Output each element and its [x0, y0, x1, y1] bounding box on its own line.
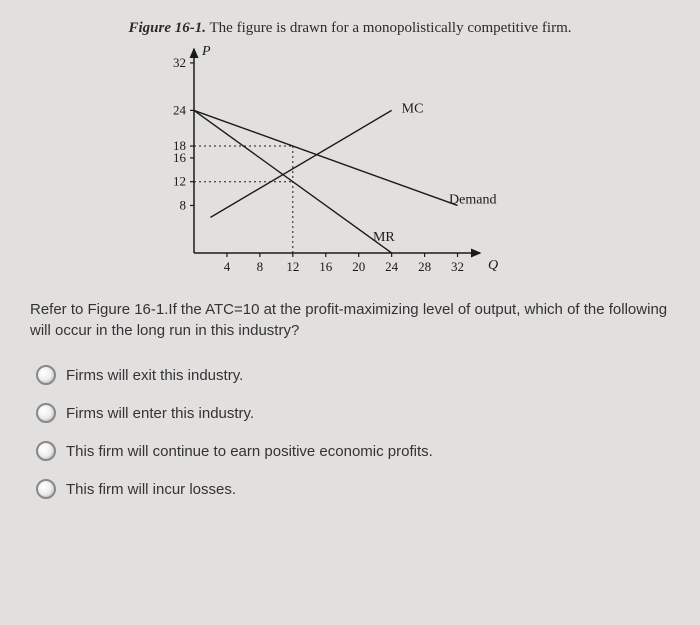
radio-icon[interactable] [36, 441, 56, 461]
option-label: This firm will incur losses. [66, 481, 236, 498]
radio-icon[interactable] [36, 365, 56, 385]
option-3[interactable]: This firm will incur losses. [36, 479, 670, 499]
svg-text:16: 16 [319, 259, 333, 274]
svg-text:12: 12 [286, 259, 299, 274]
option-label: This firm will continue to earn positive… [66, 443, 433, 460]
options-group: Firms will exit this industry. Firms will… [30, 365, 670, 499]
option-1[interactable]: Firms will enter this industry. [36, 403, 670, 423]
svg-text:24: 24 [385, 259, 399, 274]
svg-text:32: 32 [451, 259, 464, 274]
svg-text:P: P [201, 44, 211, 59]
svg-text:20: 20 [352, 259, 365, 274]
svg-text:4: 4 [224, 259, 231, 274]
svg-text:Demand: Demand [449, 193, 496, 208]
figure-number: Figure 16-1. [129, 20, 207, 36]
option-label: Firms will exit this industry. [66, 367, 243, 384]
svg-text:8: 8 [180, 197, 187, 212]
svg-text:32: 32 [173, 55, 186, 70]
svg-text:28: 28 [418, 259, 431, 274]
svg-text:8: 8 [257, 259, 264, 274]
radio-icon[interactable] [36, 403, 56, 423]
svg-text:MR: MR [373, 230, 395, 245]
svg-text:18: 18 [173, 138, 186, 153]
chart-container: PQ8121618243248121620242832MCDemandMR [30, 41, 670, 281]
option-2[interactable]: This firm will continue to earn positive… [36, 441, 670, 461]
svg-text:24: 24 [173, 102, 187, 117]
econ-chart: PQ8121618243248121620242832MCDemandMR [140, 41, 560, 281]
option-label: Firms will enter this industry. [66, 405, 254, 422]
svg-text:12: 12 [173, 174, 186, 189]
figure-caption-text: The figure is drawn for a monopolistical… [210, 20, 572, 36]
question-text: Refer to Figure 16-1.If the ATC=10 at th… [30, 299, 670, 341]
radio-icon[interactable] [36, 479, 56, 499]
option-0[interactable]: Firms will exit this industry. [36, 365, 670, 385]
svg-text:MC: MC [402, 101, 424, 116]
figure-caption: Figure 16-1. The figure is drawn for a m… [30, 20, 670, 37]
svg-text:Q: Q [488, 258, 498, 273]
